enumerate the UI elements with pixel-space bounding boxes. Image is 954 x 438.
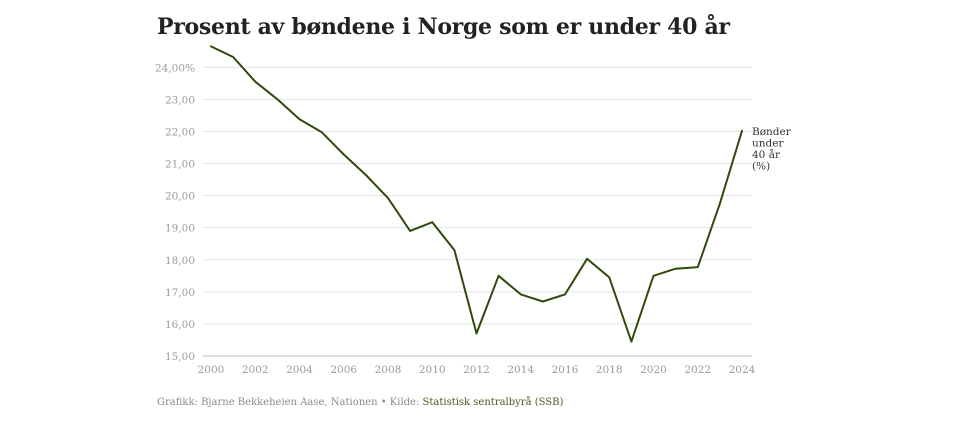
y-tick-label: 16,00: [165, 319, 195, 331]
y-tick-label: 22,00: [165, 126, 195, 138]
y-tick-label: 19,00: [165, 223, 195, 235]
source-link[interactable]: Statistisk sentralbyrå (SSB): [422, 397, 564, 408]
chart-title: Prosent av bøndene i Norge som er under …: [157, 14, 730, 40]
series-label-line: 40 år: [752, 148, 781, 161]
series-layer: [210, 45, 743, 343]
x-tick-label: 2014: [507, 364, 534, 376]
y-tick-label: 21,00: [165, 159, 195, 171]
x-tick-label: 2004: [286, 364, 313, 376]
y-tick-label: 18,00: [165, 255, 195, 267]
x-tick-label: 2000: [198, 364, 225, 376]
x-tick-label: 2018: [596, 364, 623, 376]
x-tick-label: 2008: [375, 364, 402, 376]
series-line: [210, 45, 743, 343]
series-label-line: Bønder: [752, 126, 792, 138]
x-tick-label: 2022: [684, 364, 711, 376]
x-axis-ticks: 2000 2002 2004 2006 2008 2010 2012 2014 2016 2018…: [198, 364, 756, 376]
y-tick-label: 15,00: [165, 351, 195, 363]
series-label-line: (%): [752, 160, 770, 172]
x-tick-label: 2020: [640, 364, 667, 376]
chart-footer: Grafikk: Bjarne Bekkeheien Aase, Natione…: [157, 397, 563, 408]
x-tick-label: 2012: [463, 364, 490, 376]
series-label-text: Bønder under 40 år (%): [752, 126, 792, 173]
series-label: Bønder under 40 år (%): [752, 126, 792, 173]
x-tick-label: 2024: [729, 364, 756, 376]
y-tick-label: 20,00: [165, 191, 195, 203]
footer-credit: Grafikk: Bjarne Bekkeheien Aase, Natione…: [157, 397, 423, 408]
y-tick-label: 24,00%: [155, 62, 195, 74]
x-tick-label: 2010: [419, 364, 446, 376]
x-tick-label: 2002: [242, 364, 269, 376]
x-tick-label: 2016: [552, 364, 579, 376]
x-tick-label: 2006: [330, 364, 357, 376]
grid-lines: [203, 66, 752, 357]
y-tick-label: 23,00: [165, 94, 195, 106]
y-axis-ticks: 15,00 16,00 17,00 18,00 19,00 20,00 21,00 22,00…: [155, 62, 195, 363]
y-tick-label: 17,00: [165, 287, 195, 299]
series-label-line: under: [752, 137, 784, 149]
